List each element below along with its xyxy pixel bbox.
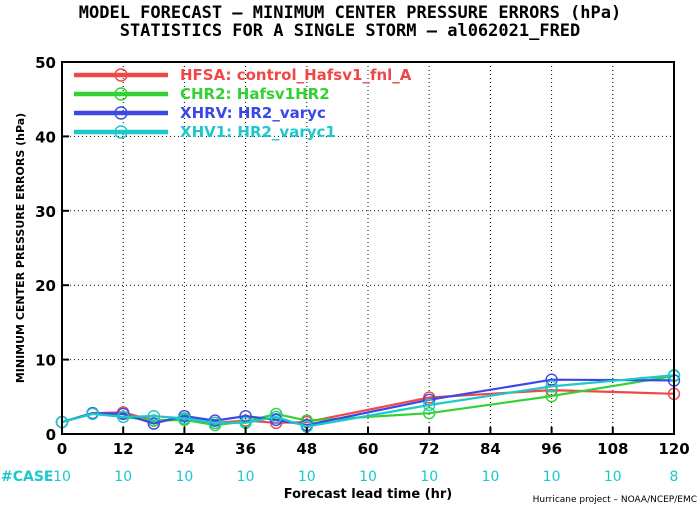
data-point [545,373,558,386]
x-tick-label: 84 [480,440,501,458]
legend-marker-0 [114,68,128,82]
data-point [545,380,558,393]
data-point [423,398,436,412]
legend-entry-1: CHR2: Hafsv1HR2 [180,85,330,103]
case-count: 8 [670,469,679,485]
data-point [423,406,436,420]
ticks: 0 12 24 36 48 60 72 84 96 108 120 0 10 20 30 40 50 [35,54,690,458]
case-counts: 10 10 10 10 10 10 10 10 10 10 8 [53,469,678,485]
x-tick-label: 48 [296,440,317,458]
case-count: 10 [543,469,561,485]
case-count: 10 [53,469,71,485]
x-axis-label: Forecast lead time (hr) [284,487,452,502]
legend-marker-1 [114,87,128,101]
y-tick-label: 40 [35,128,56,146]
x-tick-label: 96 [541,440,562,458]
data-point [545,389,558,403]
case-count: 10 [175,469,193,485]
series-group [55,369,681,433]
data-point [270,413,283,427]
case-count: 10 [359,469,377,485]
data-point [239,409,252,423]
y-axis-label: MINIMUM CENTER PRESSURE ERRORS (hPa) [14,113,27,383]
x-tick-label: 0 [57,440,67,458]
x-tick-label: 72 [419,440,440,458]
legend-entry-0: HFSA: control_Hafsv1_fnl_A [180,66,412,84]
data-point [116,410,130,424]
x-tick-label: 36 [235,440,256,458]
data-point [86,407,99,421]
y-tick-label: 20 [35,277,56,295]
case-count: 10 [420,469,438,485]
data-point [116,407,130,421]
legend-entry-3: XHV1: HR2_varyc1 [180,123,336,141]
data-point [208,416,222,430]
legend-marker-3 [114,125,128,139]
y-tick-label: 50 [35,54,56,72]
case-count: 10 [604,469,622,485]
case-count: 10 [298,469,316,485]
data-point [147,409,161,423]
x-tick-label: 120 [658,440,689,458]
chart-title-line1: MODEL FORECAST – MINIMUM CENTER PRESSURE… [79,3,621,23]
case-count: 10 [237,469,255,485]
case-count: 10 [114,469,132,485]
y-tick-label: 10 [35,352,56,370]
x-tick-label: 108 [597,440,628,458]
x-tick-label: 24 [174,440,195,458]
chart-title-line2: STATISTICS FOR A SINGLE STORM – al062021… [120,21,581,41]
grid [62,62,674,434]
y-tick-label: 0 [46,426,56,444]
data-point [270,410,283,424]
legend-entry-2: XHRV: HR2_varyc [180,104,326,122]
case-label: #CASE [1,469,54,485]
credit-text: Hurricane project – NOAA/NCEP/EMC [533,495,697,505]
case-count: 10 [481,469,499,485]
y-tick-label: 30 [35,203,56,221]
data-point [178,412,191,425]
legend-marker-2 [114,106,128,120]
x-tick-label: 12 [113,440,134,458]
data-point [147,417,161,430]
x-tick-label: 60 [358,440,379,458]
